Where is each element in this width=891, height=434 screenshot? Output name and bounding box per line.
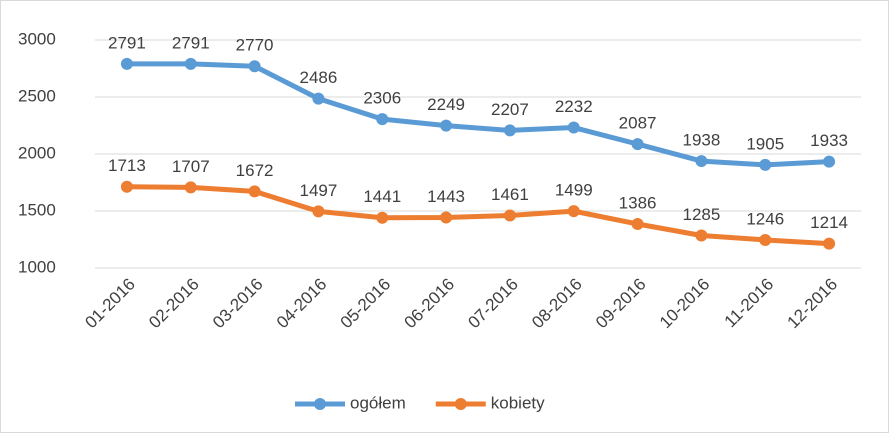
data-label: 1386: [619, 193, 657, 212]
data-label: 2207: [491, 100, 529, 119]
data-label: 1905: [746, 134, 784, 153]
point: [695, 229, 708, 242]
y-tick-label: 2000: [18, 143, 56, 162]
point: [184, 57, 197, 70]
data-label: 1461: [491, 185, 529, 204]
data-label: 2087: [619, 114, 657, 133]
data-label: 1285: [683, 205, 721, 224]
point: [376, 211, 389, 224]
point: [503, 124, 516, 137]
data-label: 2306: [363, 89, 401, 108]
data-label: 1214: [810, 213, 848, 232]
series-line: [126, 184, 830, 247]
y-tick-label: 3000: [18, 29, 56, 48]
point: [312, 92, 325, 105]
data-label: 1443: [427, 187, 465, 206]
y-tick-label: 1500: [18, 200, 56, 219]
point: [823, 237, 836, 250]
data-label: 2249: [427, 95, 465, 114]
point: [120, 180, 133, 193]
data-label: 1672: [236, 161, 274, 180]
legend-label: ogółem: [350, 393, 406, 412]
point: [184, 181, 197, 194]
point: [312, 205, 325, 218]
point: [503, 209, 516, 222]
data-label: 2486: [300, 68, 338, 87]
y-tick-label: 1000: [18, 257, 56, 276]
legend-marker: [314, 398, 326, 410]
point: [567, 205, 580, 218]
point: [248, 185, 261, 198]
point: [759, 233, 772, 246]
point: [440, 119, 453, 132]
data-label: 2791: [172, 33, 210, 52]
point: [759, 158, 772, 171]
series-line: [126, 61, 830, 168]
legend-marker: [454, 398, 467, 410]
point: [376, 113, 389, 126]
y-tick-label: 2500: [18, 86, 56, 105]
point: [120, 57, 133, 70]
point: [440, 211, 453, 224]
data-label: 1441: [363, 187, 401, 206]
point: [823, 155, 836, 168]
data-label: 1938: [683, 131, 721, 150]
point: [695, 155, 708, 168]
data-label: 2770: [236, 36, 274, 55]
data-label: 1497: [300, 181, 338, 200]
data-label: 1499: [555, 181, 593, 200]
data-label: 2791: [108, 33, 146, 52]
point: [567, 121, 580, 134]
data-label: 1713: [108, 156, 146, 175]
point: [248, 60, 261, 73]
point: [631, 138, 644, 151]
data-label: 2232: [555, 97, 593, 116]
data-label: 1707: [172, 157, 210, 176]
data-label: 1246: [746, 209, 784, 228]
point: [631, 217, 644, 230]
data-label: 1933: [810, 131, 848, 150]
legend-label: kobiety: [491, 393, 545, 412]
